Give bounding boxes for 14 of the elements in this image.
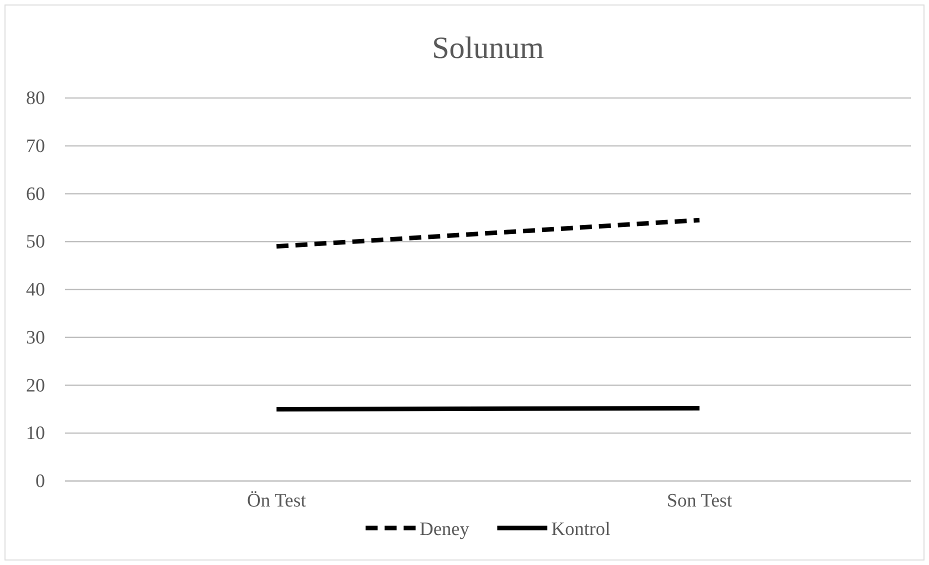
y-tick-label: 20 <box>26 375 45 396</box>
y-tick-label: 50 <box>26 232 45 253</box>
legend-label: Kontrol <box>551 519 610 540</box>
y-tick-label: 70 <box>26 136 45 157</box>
legend-label: Deney <box>420 519 470 540</box>
y-tick-label: 40 <box>26 280 45 301</box>
y-tick-label: 80 <box>26 88 45 110</box>
y-tick-label: 30 <box>26 327 45 348</box>
y-tick-label: 10 <box>26 423 45 444</box>
y-tick-label: 60 <box>26 184 45 205</box>
x-tick-label: Son Test <box>666 490 733 512</box>
y-tick-label: 0 <box>36 471 45 492</box>
chart-title: Solunum <box>432 30 544 65</box>
x-tick-label: Ön Test <box>246 490 307 512</box>
